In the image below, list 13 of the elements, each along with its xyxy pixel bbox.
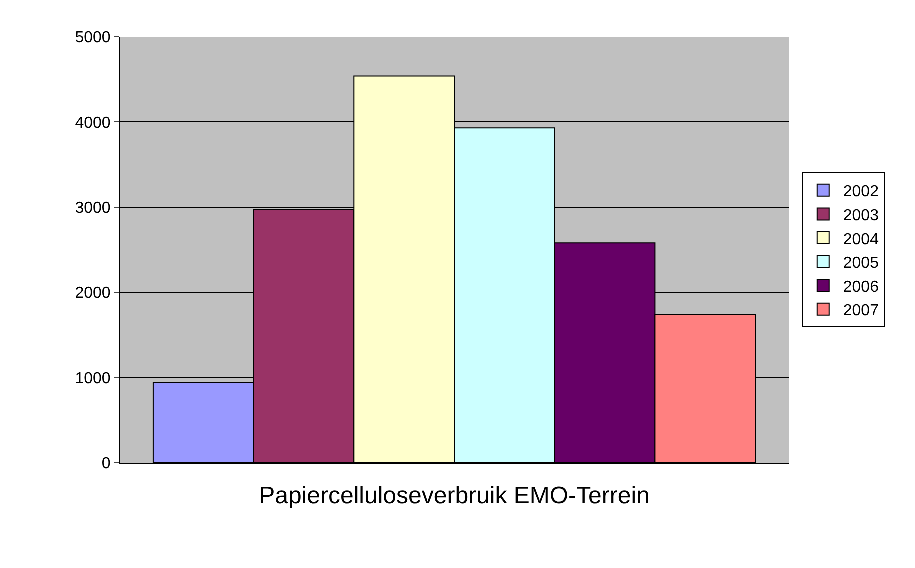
legend-label: 2005 [843,255,880,272]
legend-label: 2003 [843,207,880,224]
legend-label: 2004 [843,231,880,248]
y-tick-label: 2000 [75,285,111,302]
y-tick-label: 1000 [75,370,111,388]
y-tick-label: 5000 [75,30,111,47]
x-axis-title: Papiercelluloseverbruik EMO-Terrein [259,482,650,510]
legend-label: 2007 [843,302,880,320]
y-tick-label: 3000 [75,200,111,217]
legend-label: 2006 [843,278,880,296]
y-tick-label: 4000 [75,114,111,132]
y-tick-label: 0 [102,456,111,473]
legend-label: 2002 [843,184,880,201]
